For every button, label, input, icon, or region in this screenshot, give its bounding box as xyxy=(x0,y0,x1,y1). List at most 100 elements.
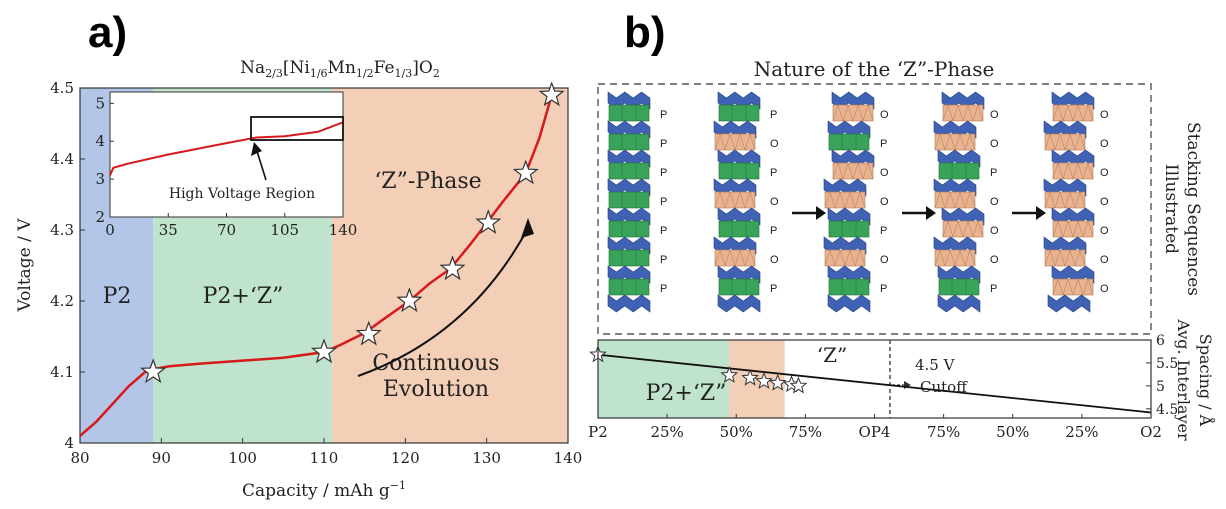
octahedral-edge xyxy=(949,249,956,267)
spacing-x-tick-label: 75% xyxy=(927,423,960,441)
octahedral-edge xyxy=(1054,191,1061,209)
octahedral-edge xyxy=(1064,249,1071,267)
octahedral-edge xyxy=(847,104,854,122)
prismatic-site xyxy=(608,191,650,209)
octahedral-edge xyxy=(1072,104,1079,122)
site-letter: P xyxy=(990,167,997,179)
octahedral-edge xyxy=(942,220,949,238)
inset-x-tick-label: 0 xyxy=(105,221,115,239)
prismatic-site xyxy=(608,133,650,151)
octahedral-edge xyxy=(964,249,971,267)
octahedral-edge xyxy=(947,220,954,238)
spacing-star-marker xyxy=(789,376,808,394)
octahedral-edge xyxy=(1052,162,1059,180)
spacing-y-tick-label: 4.5 xyxy=(1156,402,1178,418)
spacing-y-label-line1: Avg. Interlayer xyxy=(1174,318,1193,441)
inset-y-tick-label: 3 xyxy=(95,170,105,188)
octahedral-edge xyxy=(967,220,974,238)
arrow-2-head xyxy=(926,206,936,220)
octahedral-edge xyxy=(729,191,736,209)
x-axis-label: Capacity / mAh g−1 xyxy=(242,479,406,501)
inset-label: High Voltage Region xyxy=(169,186,315,202)
stacking-frame xyxy=(597,83,1152,335)
octahedral-edge xyxy=(939,133,946,151)
octahedral-edge xyxy=(867,162,874,180)
octahedral-edge xyxy=(744,191,751,209)
octahedral-edge xyxy=(1087,278,1094,296)
octahedral-edge xyxy=(829,249,836,267)
octahedral-edge xyxy=(1059,249,1066,267)
region-label-z-phase: ‘Z”-Phase xyxy=(374,169,481,194)
site-letter: P xyxy=(770,109,777,121)
star-marker xyxy=(396,287,423,313)
star-marker xyxy=(140,358,167,384)
octahedral-edge xyxy=(832,162,839,180)
octahedral-edge xyxy=(934,133,941,151)
octahedral-edge xyxy=(952,220,959,238)
side-label-line1: Illustrated xyxy=(1161,164,1181,254)
inset-y-tick-label: 2 xyxy=(95,208,105,226)
stacking-sequences: P P P P P P P P O P O P O P O P O O P O P O O P O O O P O O O O O O O xyxy=(607,91,1109,313)
spacing-y-tick-label: 6 xyxy=(1156,333,1165,349)
site-letter: O xyxy=(990,138,999,150)
inset-highlight-box xyxy=(250,116,344,141)
octahedral-edge xyxy=(962,220,969,238)
inset-pointer-arrow xyxy=(255,147,267,181)
octahedral-edge xyxy=(854,191,861,209)
octahedral-edge xyxy=(1067,220,1074,238)
inset-x-tick-label: 35 xyxy=(159,221,178,239)
star-marker xyxy=(475,209,502,235)
octahedral-edge xyxy=(744,133,751,151)
octahedral-edge xyxy=(964,191,971,209)
inset-pointer-arrowhead xyxy=(251,142,262,156)
octahedral-edge xyxy=(959,191,966,209)
octahedral-edge xyxy=(944,191,951,209)
spacing-x-axis-ticks: P2 25% 50% 75% OP4 75% 50% 25% O2 xyxy=(588,414,1162,441)
prismatic-site xyxy=(718,220,760,238)
spacing-x-tick-label: 50% xyxy=(720,423,753,441)
site-letter: O xyxy=(1100,254,1109,266)
octahedral-edge xyxy=(1049,191,1056,209)
site-letter: O xyxy=(770,196,779,208)
octahedral-edge xyxy=(949,191,956,209)
octahedral-edge xyxy=(734,249,741,267)
panel-a-chart: Na2/3[Ni1/6Mn1/2Fe1/3]O2 4 4.1 4.2 4.3 4.4 4.… xyxy=(15,58,582,501)
octahedral-edge xyxy=(1067,104,1074,122)
site-letter: O xyxy=(880,109,889,121)
stacking-sequence: O P O O P O P xyxy=(823,91,889,313)
octahedral-edge xyxy=(1082,162,1089,180)
evolution-arrow xyxy=(357,227,529,377)
stacking-sequence: P O P O P O P xyxy=(713,91,779,313)
y-axis-label: Voltage / V xyxy=(15,218,35,313)
stacking-sequence: O O P O O O P xyxy=(933,91,999,313)
x-axis-ticks: 80 90 100 110 120 130 140 xyxy=(70,438,582,467)
octahedral-edge xyxy=(944,249,951,267)
prismatic-site xyxy=(828,278,870,296)
site-letter: O xyxy=(880,254,889,266)
star-marker xyxy=(512,159,539,185)
site-letter: P xyxy=(660,225,667,237)
spacing-y-axis-ticks: 4.5 5 5.5 6 xyxy=(1146,333,1178,418)
octahedral-edge xyxy=(852,162,859,180)
octahedral-edge xyxy=(954,249,961,267)
octahedral-edge xyxy=(724,133,731,151)
inset-y-tick-label: 4 xyxy=(95,132,105,150)
tm-slab xyxy=(607,294,651,313)
data-markers xyxy=(140,81,565,384)
octahedral-edge xyxy=(829,191,836,209)
octahedral-edge xyxy=(954,191,961,209)
octahedral-edge xyxy=(749,191,756,209)
site-letter: P xyxy=(770,283,777,295)
octahedral-edge xyxy=(734,191,741,209)
spacing-x-tick-label: 25% xyxy=(650,423,683,441)
site-letter: O xyxy=(1100,138,1109,150)
spacing-star-marker xyxy=(755,371,773,389)
octahedral-edge xyxy=(972,220,979,238)
octahedral-edge xyxy=(847,162,854,180)
octahedral-edge xyxy=(724,191,731,209)
site-letter: O xyxy=(990,196,999,208)
stacking-sequence: O O O O O O O xyxy=(1043,91,1109,313)
y-tick-label: 4.1 xyxy=(50,363,74,381)
octahedral-edge xyxy=(1052,220,1059,238)
octahedral-edge xyxy=(1052,104,1059,122)
